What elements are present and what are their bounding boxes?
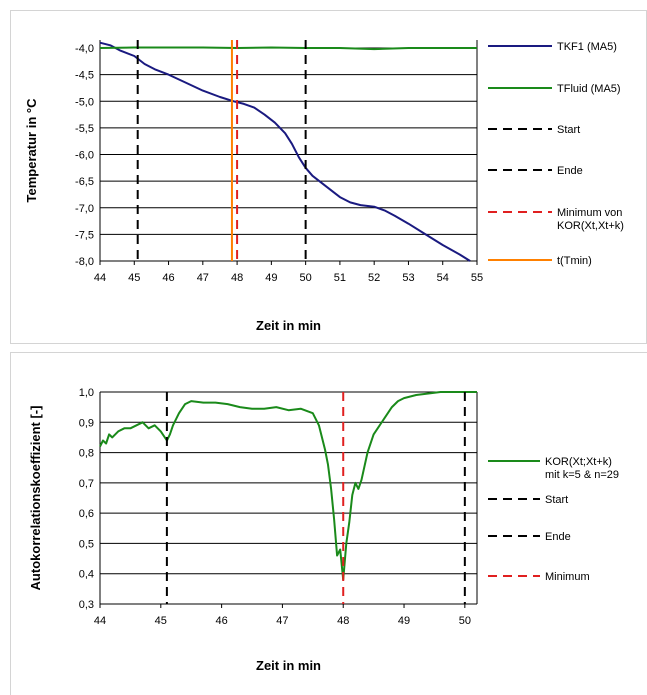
y-tick-label: -7,5	[75, 229, 94, 241]
legend-label-0: TKF1 (MA5)	[557, 41, 617, 53]
y-tick-label: 0,3	[79, 599, 94, 611]
x-tick-label: 50	[459, 615, 471, 627]
y-tick-label: 0,4	[79, 569, 94, 581]
x-tick-label: 45	[155, 615, 167, 627]
x-tick-label: 47	[276, 615, 288, 627]
x-tick-label: 51	[334, 272, 346, 284]
x-axis-title: Zeit in min	[256, 318, 321, 333]
y-tick-label: -5,0	[75, 96, 94, 108]
series-line-1	[99, 46, 477, 51]
series-line-0	[99, 391, 477, 581]
y-tick-label: -6,5	[75, 176, 94, 188]
legend-label-1: Start	[545, 494, 568, 506]
y-tick-label: -4,0	[75, 43, 94, 55]
y-tick-label: -7,0	[75, 203, 94, 215]
x-tick-label: 44	[94, 615, 106, 627]
x-tick-label: 44	[94, 272, 106, 284]
legend-label-3: Minimum	[545, 571, 590, 583]
x-tick-label: 46	[162, 272, 174, 284]
x-tick-label: 46	[215, 615, 227, 627]
y-tick-label: -4,5	[75, 70, 94, 82]
legend-label-5: t(Tmin)	[557, 255, 592, 267]
x-tick-label: 49	[265, 272, 277, 284]
chart-panel-temperature	[10, 10, 647, 344]
x-axis-title: Zeit in min	[256, 658, 321, 673]
y-tick-label: 0,7	[79, 478, 94, 490]
y-tick-label: -8,0	[75, 256, 94, 268]
x-tick-label: 47	[197, 272, 209, 284]
y-tick-label: 0,5	[79, 538, 94, 550]
y-tick-label: -5,5	[75, 123, 94, 135]
x-tick-label: 48	[231, 272, 243, 284]
legend-label-0: KOR(Xt;Xt+k) mit k=5 & n=29	[545, 456, 619, 481]
y-tick-label: 0,9	[79, 417, 94, 429]
chart-panel-autocorrelation	[10, 352, 647, 695]
y-axis-title: Temperatur in °C	[24, 98, 39, 203]
y-axis-title: Autokorrelationskoeffizient [-]	[28, 406, 43, 591]
series-line-0	[99, 41, 471, 262]
x-tick-label: 52	[368, 272, 380, 284]
y-tick-label: 0,8	[79, 448, 94, 460]
x-tick-label: 55	[471, 272, 483, 284]
legend-label-1: TFluid (MA5)	[557, 83, 621, 95]
legend-label-2: Ende	[545, 531, 571, 543]
legend-label-2: Start	[557, 124, 580, 136]
x-tick-label: 45	[128, 272, 140, 284]
x-tick-label: 54	[437, 272, 449, 284]
y-tick-label: 0,6	[79, 508, 94, 520]
x-tick-label: 53	[402, 272, 414, 284]
legend-label-3: Ende	[557, 165, 583, 177]
y-tick-label: -6,0	[75, 150, 94, 162]
x-tick-label: 50	[300, 272, 312, 284]
x-tick-label: 49	[398, 615, 410, 627]
legend-label-4: Minimum von KOR(Xt,Xt+k)	[557, 207, 624, 232]
x-tick-label: 48	[337, 615, 349, 627]
y-tick-label: 1,0	[79, 387, 94, 399]
